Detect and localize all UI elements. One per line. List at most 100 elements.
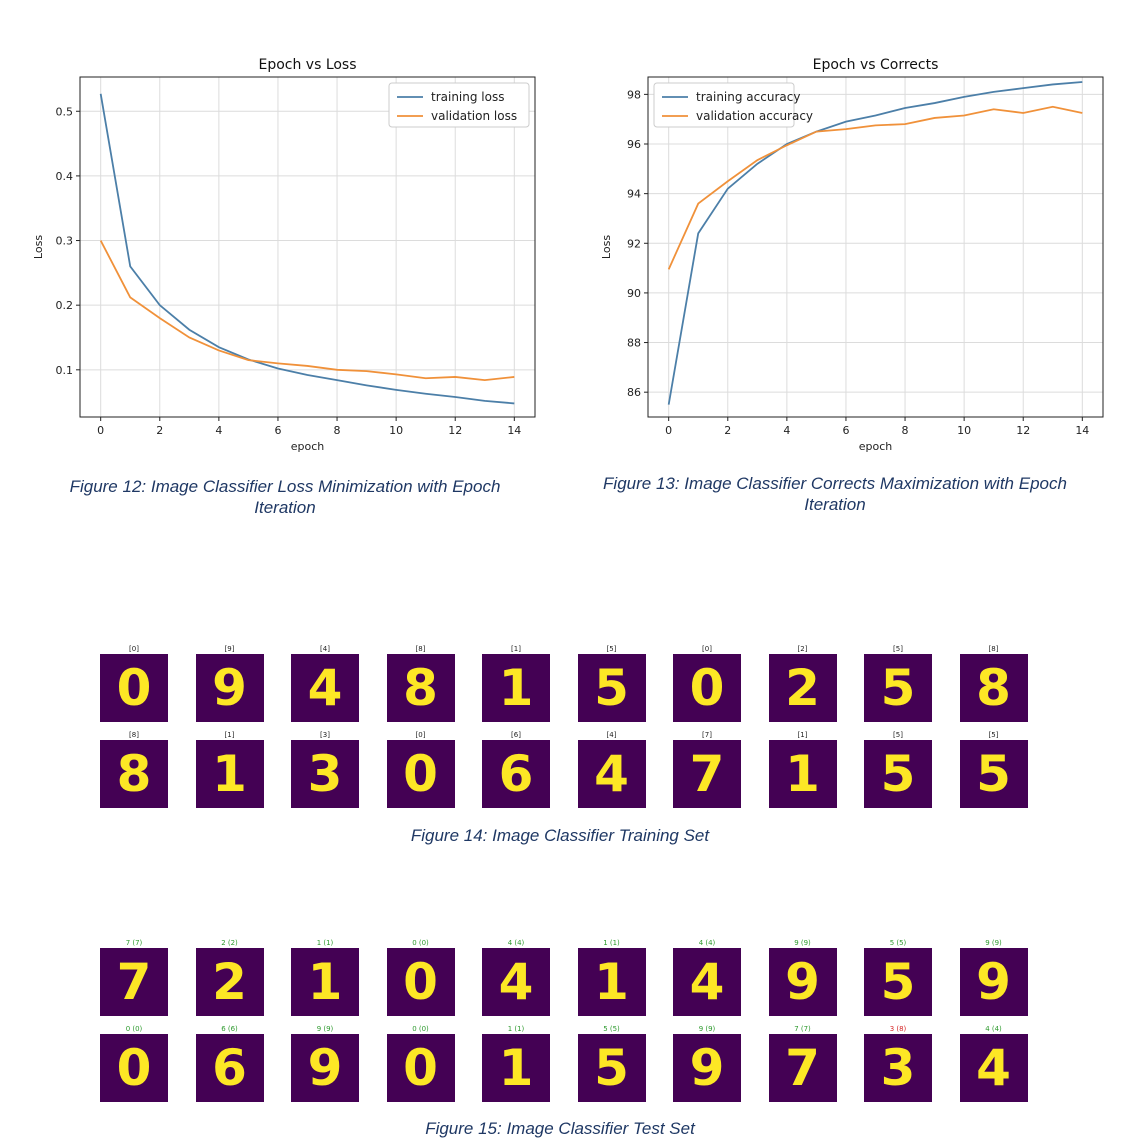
chart-1-legend-label-1: validation accuracy [696, 109, 813, 123]
training-sample-label: [5] [606, 645, 617, 653]
training-set-grid: [0] 0 [9] 9 [4] 4 [8] 8 [1] 1 [5] 5 [0] 0 [2] 2 [5] 5 [8] 8… [100, 645, 1030, 808]
training-sample-cell: [5] 5 [864, 645, 932, 722]
test-sample-digit-image: 0 [100, 1034, 168, 1102]
test-sample-label: 1 (1) [603, 939, 620, 947]
training-sample-label: [8] [415, 645, 426, 653]
test-sample-cell: 4 (4) 4 [673, 939, 741, 1016]
test-sample-digit-glyph: 5 [594, 1039, 629, 1097]
training-sample-label: [0] [702, 645, 712, 653]
training-sample-cell: [0] 0 [673, 645, 741, 722]
test-sample-label: 7 (7) [794, 1025, 811, 1033]
test-sample-digit-image: 1 [482, 1034, 550, 1102]
training-sample-digit-image: 2 [768, 654, 837, 722]
test-sample-label: 7 (7) [125, 939, 143, 947]
test-sample-digit-glyph: 0 [403, 953, 438, 1011]
training-sample-cell: [5] 5 [864, 731, 932, 808]
chart-0-title: Epoch vs Loss [258, 57, 356, 73]
chart-0-x-tick-label-0: 0 [97, 424, 104, 437]
chart-0-x-tick-label-1: 2 [156, 424, 163, 437]
training-sample-cell: [1] 1 [768, 731, 837, 808]
test-sample-digit-image: 9 [959, 948, 1028, 1016]
training-sample-digit-glyph: 8 [403, 659, 438, 717]
chart-1-title: Epoch vs Corrects [813, 57, 939, 73]
test-sample-digit-glyph: 1 [307, 953, 343, 1011]
training-sample-cell: [3] 3 [291, 731, 359, 808]
training-sample-cell: [5] 5 [577, 645, 646, 722]
training-sample-digit-image: 1 [482, 654, 550, 722]
test-sample-label: 5 (5) [603, 1025, 620, 1033]
training-sample-cell: [1] 1 [195, 731, 264, 808]
training-sample-label: [0] [129, 645, 139, 653]
test-sample-digit-image: 9 [768, 948, 837, 1016]
training-sample-digit-glyph: 5 [880, 659, 916, 717]
test-sample-cell: 9 (9) 9 [959, 939, 1028, 1016]
test-sample-label: 4 (4) [507, 939, 525, 947]
training-sample-digit-image: 8 [959, 654, 1028, 722]
chart-1-y-tick-label-6: 98 [627, 88, 641, 101]
test-sample-label: 9 (9) [698, 1025, 716, 1033]
training-sample-cell: [4] 4 [291, 645, 359, 722]
test-sample-digit-glyph: 9 [976, 953, 1011, 1011]
training-sample-digit-glyph: 7 [689, 745, 725, 803]
chart-1-x-tick-label-6: 12 [1016, 424, 1030, 437]
training-sample-digit-image: 5 [864, 654, 932, 722]
test-sample-digit-image: 3 [864, 1034, 932, 1102]
training-sample-digit-glyph: 5 [976, 745, 1011, 803]
test-sample-label: 1 (1) [507, 1025, 525, 1033]
test-sample-digit-image: 1 [291, 948, 359, 1016]
chart-1-series-line-1 [667, 105, 1083, 270]
test-sample-cell: 3 (8) 3 [864, 1025, 932, 1102]
training-sample-digit-image: 4 [291, 654, 359, 722]
test-sample-digit-glyph: 1 [498, 1039, 534, 1097]
training-sample-label: [8] [129, 731, 139, 739]
test-sample-digit-image: 4 [959, 1034, 1028, 1102]
training-sample-digit-glyph: 1 [212, 745, 247, 803]
test-sample-label: 3 (8) [889, 1025, 907, 1033]
test-sample-digit-image: 1 [577, 948, 646, 1016]
test-sample-digit-glyph: 7 [785, 1039, 820, 1097]
chart-0-series-line-1 [99, 240, 515, 382]
test-sample-label: 0 (0) [412, 1025, 429, 1033]
test-sample-digit-image: 4 [673, 948, 741, 1016]
training-sample-cell: [8] 8 [100, 731, 168, 808]
training-sample-digit-glyph: 9 [212, 659, 247, 717]
chart-1-x-tick-label-1: 2 [724, 424, 731, 437]
test-sample-label: 0 (0) [125, 1025, 143, 1033]
chart-1-y-tick-label-0: 86 [627, 386, 641, 399]
training-sample-digit-glyph: 0 [116, 659, 152, 717]
test-sample-cell: 9 (9) 9 [291, 1025, 359, 1102]
test-sample-digit-glyph: 9 [307, 1039, 343, 1097]
test-sample-cell: 4 (4) 4 [482, 939, 550, 1016]
training-sample-digit-image: 6 [482, 740, 550, 808]
test-sample-label: 9 (9) [316, 1025, 334, 1033]
test-sample-digit-image: 2 [195, 948, 264, 1016]
training-sample-label: [0] [415, 731, 426, 739]
training-sample-digit-image: 4 [577, 740, 646, 808]
training-sample-cell: [8] 8 [386, 645, 455, 722]
training-sample-label: [5] [988, 731, 999, 739]
training-sample-digit-image: 7 [673, 740, 741, 808]
training-sample-digit-glyph: 5 [880, 745, 916, 803]
figure-15-caption: Figure 15: Image Classifier Test Set [425, 1119, 695, 1138]
training-sample-digit-image: 5 [577, 654, 646, 722]
test-sample-cell: 0 (0) 0 [100, 1025, 168, 1102]
training-sample-label: [9] [224, 645, 235, 653]
chart-1-y-tick-label-4: 94 [627, 188, 641, 201]
chart-0-y-tick-label-1: 0.2 [56, 299, 74, 312]
test-sample-cell: 6 (6) 6 [195, 1025, 264, 1102]
training-sample-label: [3] [320, 731, 330, 739]
test-sample-digit-image: 6 [195, 1034, 264, 1102]
chart-1-y-tick-label-5: 96 [627, 138, 641, 151]
training-sample-cell: [7] 7 [673, 731, 741, 808]
training-sample-label: [5] [893, 731, 903, 739]
test-sample-cell: 0 (0) 0 [386, 939, 455, 1016]
loss-chart: Epoch vs Loss 0 2 4 6 8 10 12 14 0.1 0.2 0.3 0.4 0.5 e… [32, 57, 536, 453]
training-sample-digit-glyph: 2 [785, 659, 820, 717]
test-sample-digit-image: 5 [577, 1034, 646, 1102]
training-sample-digit-glyph: 8 [976, 659, 1011, 717]
chart-1-x-tick-label-0: 0 [665, 424, 672, 437]
test-sample-cell: 7 (7) 7 [100, 939, 168, 1016]
training-sample-digit-glyph: 1 [498, 659, 534, 717]
training-sample-digit-glyph: 5 [594, 659, 629, 717]
training-sample-digit-glyph: 3 [307, 745, 343, 803]
